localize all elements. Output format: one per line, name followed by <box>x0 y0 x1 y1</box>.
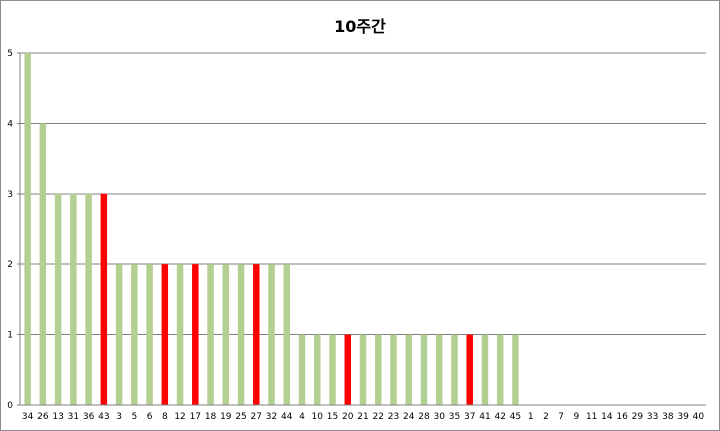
x-tick-label: 41 <box>479 412 490 422</box>
bar <box>420 334 428 405</box>
x-tick-label: 40 <box>693 412 705 422</box>
x-tick-label: 14 <box>601 412 613 422</box>
bar <box>359 334 367 405</box>
x-tick-label: 9 <box>574 412 580 422</box>
bar <box>283 264 291 405</box>
x-tick-label: 6 <box>147 412 153 422</box>
x-tick-label: 7 <box>558 412 564 422</box>
x-tick-label: 18 <box>205 412 217 422</box>
x-tick-label: 2 <box>543 412 549 422</box>
x-tick-label: 24 <box>403 412 415 422</box>
bar <box>39 123 47 406</box>
x-tick-label: 33 <box>647 412 658 422</box>
x-tick-label: 44 <box>281 412 293 422</box>
bar <box>176 264 184 405</box>
x-tick-label: 17 <box>190 412 201 422</box>
x-tick-label: 8 <box>162 412 168 422</box>
x-tick-label: 16 <box>616 412 628 422</box>
x-tick-label: 22 <box>373 412 384 422</box>
bar <box>115 264 123 405</box>
x-tick-label: 45 <box>510 412 521 422</box>
y-tick-label: 1 <box>7 331 13 341</box>
bar <box>329 334 336 405</box>
bar <box>435 334 443 405</box>
bar <box>390 334 397 405</box>
x-tick-label: 25 <box>235 412 246 422</box>
bar <box>54 193 62 405</box>
x-tick-label: 26 <box>37 412 49 422</box>
x-tick-label: 36 <box>83 412 95 422</box>
x-tick-label: 31 <box>68 412 79 422</box>
bar <box>207 264 214 405</box>
x-tick-label: 30 <box>433 412 445 422</box>
x-tick-label: 23 <box>388 412 399 422</box>
y-tick-label: 0 <box>7 401 13 411</box>
y-tick-label: 3 <box>7 190 13 200</box>
bar <box>131 264 138 405</box>
bar <box>405 334 412 405</box>
x-tick-label: 4 <box>299 412 305 422</box>
x-tick-label: 15 <box>327 412 338 422</box>
bar <box>85 193 92 405</box>
x-tick-label: 34 <box>22 412 34 422</box>
bars <box>24 53 519 406</box>
x-tick-label: 38 <box>662 412 674 422</box>
y-tick-label: 5 <box>7 49 13 59</box>
x-tick-label: 10 <box>312 412 324 422</box>
gridlines <box>20 52 706 336</box>
bar <box>70 193 77 405</box>
x-tick-label: 37 <box>464 412 475 422</box>
y-tick-label: 2 <box>7 260 13 270</box>
x-tick-label: 35 <box>449 412 460 422</box>
bar <box>237 264 245 405</box>
bar <box>344 334 352 405</box>
bar <box>268 264 275 405</box>
bar <box>222 264 230 405</box>
x-tick-label: 3 <box>116 412 122 422</box>
bar <box>24 53 31 405</box>
bar <box>100 193 108 405</box>
bar <box>253 264 260 405</box>
x-tick-label: 13 <box>52 412 63 422</box>
bar <box>298 334 306 405</box>
bar <box>314 334 321 405</box>
bar <box>496 334 504 405</box>
x-tick-label: 29 <box>632 412 644 422</box>
x-tick-label: 5 <box>131 412 137 422</box>
bar <box>146 264 153 405</box>
chart-title: 10주간 <box>334 17 386 36</box>
bar <box>374 334 382 405</box>
bar <box>451 334 458 405</box>
bar <box>192 264 199 405</box>
x-tick-label: 1 <box>528 412 534 422</box>
y-tick-label: 4 <box>7 119 13 129</box>
bar <box>481 334 489 405</box>
x-tick-label: 32 <box>266 412 277 422</box>
bar <box>161 264 169 405</box>
axes <box>17 52 706 406</box>
x-tick-label: 12 <box>174 412 185 422</box>
x-tick-label: 19 <box>220 412 232 422</box>
x-tick-label: 21 <box>357 412 368 422</box>
x-tick-label: 43 <box>98 412 109 422</box>
x-tick-label: 42 <box>494 412 505 422</box>
bar <box>466 334 473 405</box>
x-tick-label: 11 <box>586 412 597 422</box>
x-tick-label: 39 <box>677 412 689 422</box>
x-tick-label: 28 <box>418 412 430 422</box>
x-tick-label: 20 <box>342 412 354 422</box>
bar <box>512 334 519 405</box>
x-tick-label: 27 <box>251 412 262 422</box>
